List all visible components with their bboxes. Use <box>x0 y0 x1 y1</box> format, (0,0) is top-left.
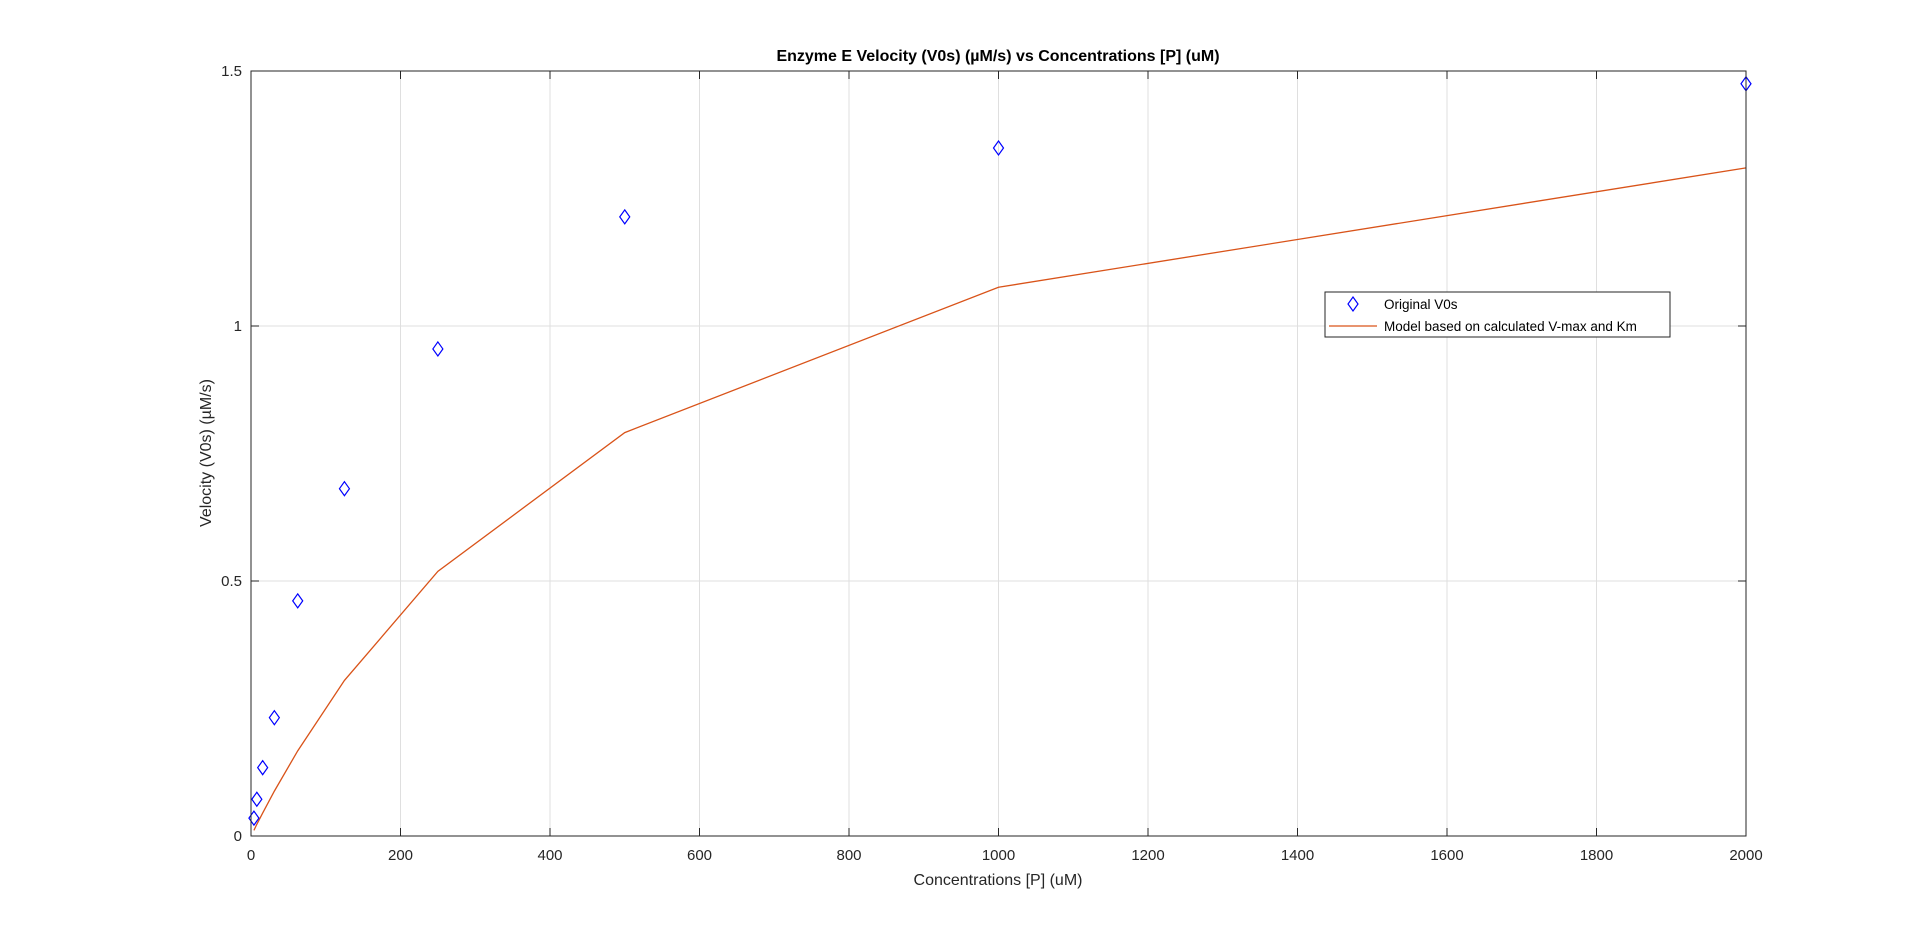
x-tick-label: 1800 <box>1580 847 1613 864</box>
original-data-point <box>432 340 444 357</box>
original-data-point <box>268 709 281 726</box>
original-data-point <box>251 791 263 808</box>
x-tick-label: 1600 <box>1430 847 1463 864</box>
original-data-point <box>992 139 1005 157</box>
legend[interactable]: Original V0s Model based on calculated V… <box>1324 291 1671 338</box>
x-tick-label: 2000 <box>1729 847 1762 864</box>
original-data-point <box>291 592 304 609</box>
legend-label-model: Model based on calculated V-max and Km <box>1384 319 1637 334</box>
y-tick-label: 1.5 <box>221 63 242 80</box>
x-tick-label: 1200 <box>1131 847 1164 864</box>
ticks: 0 200 400 600 800 1000 1200 1400 1600 1800 2000 0 0.… <box>221 63 1763 864</box>
legend-box <box>1324 291 1671 338</box>
x-tick-label: 1400 <box>1281 847 1314 864</box>
y-tick-label: 0 <box>234 828 242 845</box>
original-data-point <box>256 759 269 776</box>
legend-marker-original <box>1347 295 1359 313</box>
x-tick-label: 1000 <box>982 847 1015 864</box>
x-tick-label: 200 <box>388 847 413 864</box>
y-tick-label: 0.5 <box>221 573 242 590</box>
legend-label-original: Original V0s <box>1384 297 1458 312</box>
x-axis-label: Concentrations [P] (uM) <box>914 872 1083 889</box>
x-tick-label: 400 <box>537 847 562 864</box>
y-tick-label: 1 <box>234 318 242 335</box>
original-data-point <box>619 208 631 225</box>
chart-title: Enzyme E Velocity (V0s) (µM/s) vs Concen… <box>776 48 1219 65</box>
x-tick-label: 800 <box>836 847 861 864</box>
original-data-point <box>338 480 351 497</box>
y-axis-label: Velocity (V0s) (µM/s) <box>198 379 215 527</box>
x-tick-label: 600 <box>687 847 712 864</box>
model-series-line <box>253 167 1747 831</box>
x-tick-label: 0 <box>247 847 255 864</box>
series-layer <box>248 75 1752 831</box>
